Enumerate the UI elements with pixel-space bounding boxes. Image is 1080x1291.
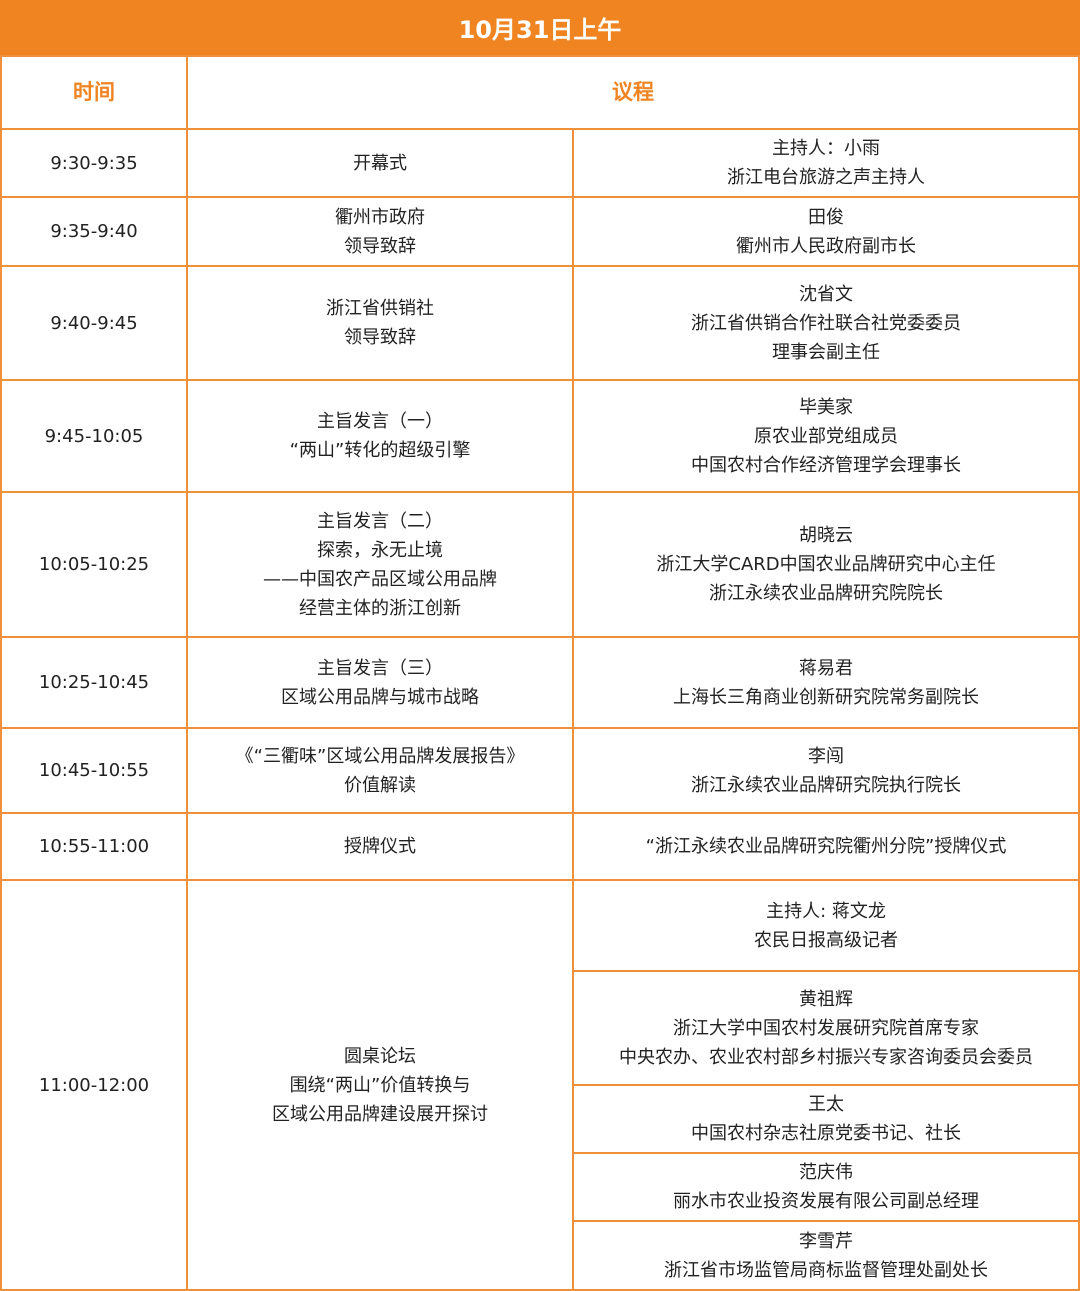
agenda-row: 10:05-10:25 主旨发言（二） 探索，永无止境 ——中国农产品区域公用品牌… <box>0 491 1080 638</box>
agenda-item-cell: 开幕式 <box>186 128 574 198</box>
agenda-row: 10:55-11:00 授牌仪式 “浙江永续农业品牌研究院衢州分院”授牌仪式 <box>0 812 1080 881</box>
agenda-item-cell: 主旨发言（二） 探索，永无止境 ——中国农产品区域公用品牌 经营主体的浙江创新 <box>186 491 574 638</box>
speaker-cell: 胡晓云 浙江大学CARD中国农业品牌研究中心主任 浙江永续农业品牌研究院院长 <box>572 491 1080 638</box>
agenda-item-cell: 浙江省供销社 领导致辞 <box>186 265 574 381</box>
agenda-row: 黄祖辉 浙江大学中国农村发展研究院首席专家 中央农办、农业农村部乡村振兴专家咨询… <box>1 970 1080 1086</box>
agenda-item-cell: 衢州市政府 领导致辞 <box>186 196 574 267</box>
time-cell: 9:30-9:35 <box>0 128 188 198</box>
agenda-row: 9:45-10:05 主旨发言（一） “两山”转化的超级引擎 毕美家 原农业部党组成… <box>0 379 1080 493</box>
agenda-item-cell: 主旨发言（三） 区域公用品牌与城市战略 <box>186 636 574 729</box>
header-time: 时间 <box>0 55 188 130</box>
time-cell: 9:35-9:40 <box>0 196 188 267</box>
speaker-cell: 李雪芹 浙江省市场监管局商标监督管理处副处长 <box>572 1220 1080 1291</box>
speaker-cell: “浙江永续农业品牌研究院衢州分院”授牌仪式 <box>572 812 1080 881</box>
agenda-row: 王太 中国农村杂志社原党委书记、社长 <box>1 1084 1080 1154</box>
time-cell: 10:25-10:45 <box>0 636 188 729</box>
agenda-item-cell: 《“三衢味”区域公用品牌发展报告》 价值解读 <box>186 727 574 814</box>
speaker-cell: 范庆伟 丽水市农业投资发展有限公司副总经理 <box>572 1152 1080 1222</box>
agenda-row: 9:40-9:45 浙江省供销社 领导致辞 沈省文 浙江省供销合作社联合社党委委员 … <box>0 265 1080 381</box>
time-cell: 11:00-12:00 <box>0 879 188 1291</box>
header-row: 时间 议程 <box>0 55 1080 130</box>
agenda-item-cell: 授牌仪式 <box>186 812 574 881</box>
speaker-cell: 沈省文 浙江省供销合作社联合社党委委员 理事会副主任 <box>572 265 1080 381</box>
speaker-cell: 黄祖辉 浙江大学中国农村发展研究院首席专家 中央农办、农业农村部乡村振兴专家咨询… <box>572 970 1080 1086</box>
agenda-row: 李雪芹 浙江省市场监管局商标监督管理处副处长 <box>1 1220 1080 1291</box>
speaker-cell: 田俊 衢州市人民政府副市长 <box>572 196 1080 267</box>
header-agenda: 议程 <box>186 55 1080 130</box>
time-cell: 10:05-10:25 <box>0 491 188 638</box>
time-cell: 9:45-10:05 <box>0 379 188 493</box>
speaker-cell: 王太 中国农村杂志社原党委书记、社长 <box>572 1084 1080 1154</box>
speaker-cell: 毕美家 原农业部党组成员 中国农村合作经济管理学会理事长 <box>572 379 1080 493</box>
agenda-row: 9:30-9:35 开幕式 主持人：小雨 浙江电台旅游之声主持人 <box>0 128 1080 198</box>
time-cell: 10:45-10:55 <box>0 727 188 814</box>
agenda-row: 范庆伟 丽水市农业投资发展有限公司副总经理 <box>1 1152 1080 1222</box>
agenda-row: 10:25-10:45 主旨发言（三） 区域公用品牌与城市战略 蒋易君 上海长三角商… <box>0 636 1080 729</box>
agenda-item-cell: 主旨发言（一） “两山”转化的超级引擎 <box>186 379 574 493</box>
agenda-row: 11:00-12:00 圆桌论坛 围绕“两山”价值转换与 区域公用品牌建设展开探讨… <box>0 879 1080 1291</box>
session-title: 10月31日上午 <box>0 0 1080 55</box>
agenda-row: 10:45-10:55 《“三衢味”区域公用品牌发展报告》 价值解读 李闯 浙江永续… <box>0 727 1080 814</box>
speaker-cell: 蒋易君 上海长三角商业创新研究院常务副院长 <box>572 636 1080 729</box>
speaker-cell: 主持人: 蒋文龙 农民日报高级记者 <box>572 879 1080 972</box>
agenda-table: 时间 议程 9:30-9:35 开幕式 主持人：小雨 浙江电台旅游之声主持人 9:35… <box>0 55 1080 1291</box>
speaker-cell: 主持人：小雨 浙江电台旅游之声主持人 <box>572 128 1080 198</box>
agenda-item-cell: 圆桌论坛 围绕“两山”价值转换与 区域公用品牌建设展开探讨 <box>186 879 574 1291</box>
time-cell: 9:40-9:45 <box>0 265 188 381</box>
time-cell: 10:55-11:00 <box>0 812 188 881</box>
speaker-cell: 李闯 浙江永续农业品牌研究院执行院长 <box>572 727 1080 814</box>
agenda-row: 9:35-9:40 衢州市政府 领导致辞 田俊 衢州市人民政府副市长 <box>0 196 1080 267</box>
